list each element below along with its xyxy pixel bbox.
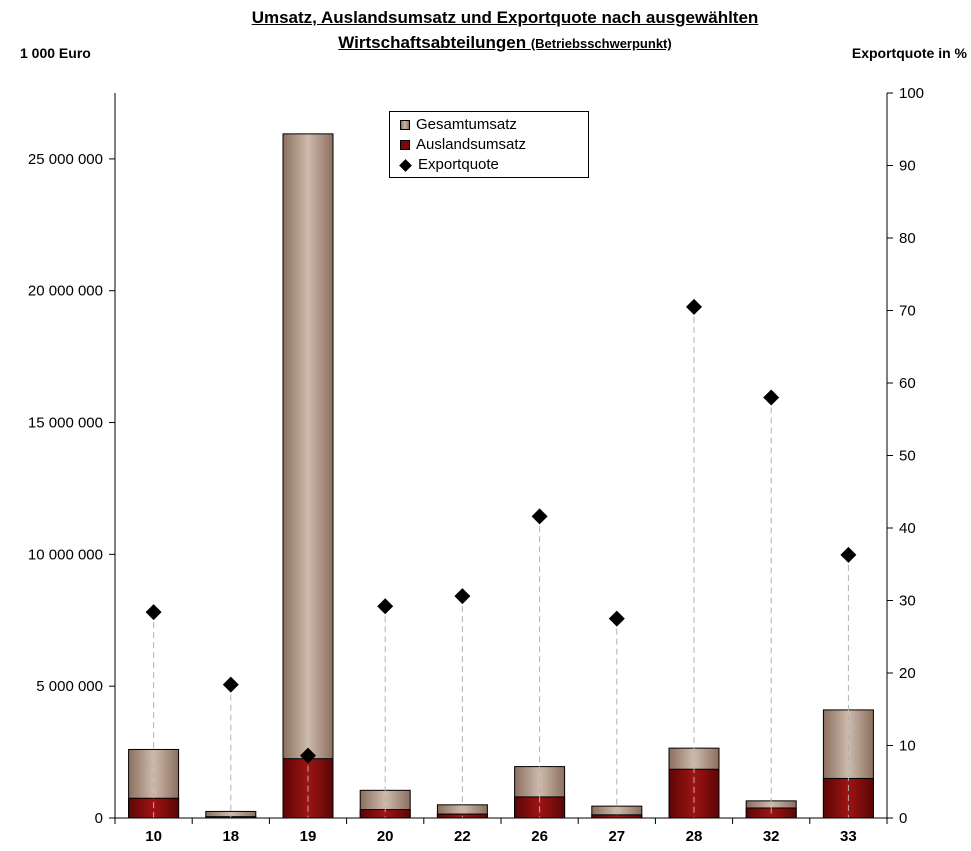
right-tick-label-60: 60 xyxy=(899,375,916,392)
legend-label-export: Auslandsumsatz xyxy=(416,135,526,155)
right-tick-label-20: 20 xyxy=(899,665,916,682)
x-tick-label-22: 22 xyxy=(454,828,471,845)
right-tick-label-30: 30 xyxy=(899,593,916,610)
left-tick-label-25000000: 25 000 000 xyxy=(28,151,103,168)
right-tick-label-10: 10 xyxy=(899,738,916,755)
left-tick-label-20000000: 20 000 000 xyxy=(28,283,103,300)
right-tick-label-0: 0 xyxy=(899,810,907,827)
bar-total-19 xyxy=(283,134,333,818)
right-tick-label-90: 90 xyxy=(899,158,916,175)
legend-label-total: Gesamtumsatz xyxy=(416,115,517,135)
quota-point-22 xyxy=(454,588,470,604)
right-tick-label-80: 80 xyxy=(899,230,916,247)
right-tick-label-50: 50 xyxy=(899,448,916,465)
x-tick-label-20: 20 xyxy=(377,828,394,845)
left-tick-label-0: 0 xyxy=(95,810,103,827)
droplines-layer xyxy=(154,307,849,818)
x-tick-label-27: 27 xyxy=(608,828,625,845)
right-tick-label-70: 70 xyxy=(899,303,916,320)
left-tick-label-10000000: 10 000 000 xyxy=(28,546,103,563)
x-tick-label-32: 32 xyxy=(763,828,780,845)
points-layer xyxy=(146,299,857,764)
legend-swatch-export xyxy=(400,140,410,150)
quota-point-28 xyxy=(686,299,702,315)
quota-point-33 xyxy=(840,547,856,563)
right-tick-label-40: 40 xyxy=(899,520,916,537)
axes-layer: 10 18 19 20 22 26 27 28 32 33 0 5 000 000 10 000 000… xyxy=(28,85,924,845)
legend-item-total: Gesamtumsatz xyxy=(400,115,588,135)
left-tick-label-5000000: 5 000 000 xyxy=(36,678,103,695)
legend-label-quota: Exportquote xyxy=(418,155,499,175)
quota-point-20 xyxy=(377,598,393,614)
quota-point-27 xyxy=(609,611,625,627)
legend-swatch-total xyxy=(400,120,410,130)
quota-point-26 xyxy=(532,508,548,524)
quota-point-32 xyxy=(763,390,779,406)
legend-diamond-icon xyxy=(399,159,412,172)
right-tick-label-100: 100 xyxy=(899,85,924,102)
quota-point-10 xyxy=(146,604,162,620)
x-tick-label-10: 10 xyxy=(145,828,162,845)
x-tick-label-18: 18 xyxy=(222,828,239,845)
x-tick-label-19: 19 xyxy=(300,828,317,845)
legend: Gesamtumsatz Auslandsumsatz Exportquote xyxy=(389,111,589,178)
quota-point-18 xyxy=(223,677,239,693)
x-tick-label-26: 26 xyxy=(531,828,548,845)
bars-layer xyxy=(129,134,874,818)
legend-item-export: Auslandsumsatz xyxy=(400,135,588,155)
x-tick-label-33: 33 xyxy=(840,828,857,845)
left-tick-label-15000000: 15 000 000 xyxy=(28,415,103,432)
legend-item-quota: Exportquote xyxy=(400,155,588,175)
x-tick-label-28: 28 xyxy=(686,828,703,845)
